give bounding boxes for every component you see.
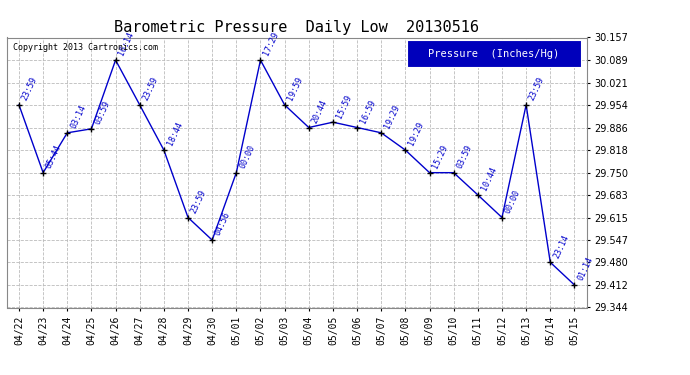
Text: 19:29: 19:29	[407, 121, 426, 147]
Text: 03:14: 03:14	[69, 104, 88, 130]
Text: 23:14: 23:14	[552, 233, 571, 260]
Text: 23:59: 23:59	[190, 188, 208, 215]
Text: 18:44: 18:44	[166, 121, 184, 147]
Text: 16:14: 16:14	[117, 31, 136, 57]
Text: 03:59: 03:59	[455, 143, 474, 170]
Text: 03:59: 03:59	[93, 100, 112, 126]
Text: 16:59: 16:59	[359, 98, 377, 125]
Text: 17:29: 17:29	[262, 31, 281, 57]
Text: 20:44: 20:44	[310, 98, 329, 125]
Text: 19:59: 19:59	[286, 76, 305, 102]
Text: 23:59: 23:59	[141, 76, 160, 102]
Text: 04:56: 04:56	[214, 211, 233, 237]
Text: 00:00: 00:00	[238, 143, 257, 170]
Text: 15:29: 15:29	[431, 143, 450, 170]
Text: 19:29: 19:29	[383, 104, 402, 130]
Text: 05:44: 05:44	[45, 143, 63, 170]
Text: 01:14: 01:14	[576, 256, 595, 282]
Text: 23:59: 23:59	[528, 76, 546, 102]
Text: 15:59: 15:59	[335, 93, 353, 119]
Text: Copyright 2013 Cartronics.com: Copyright 2013 Cartronics.com	[12, 43, 158, 52]
Title: Barometric Pressure  Daily Low  20130516: Barometric Pressure Daily Low 20130516	[115, 20, 479, 35]
Text: 00:00: 00:00	[504, 188, 522, 215]
Text: 10:44: 10:44	[480, 166, 498, 192]
Text: 23:59: 23:59	[21, 76, 39, 102]
